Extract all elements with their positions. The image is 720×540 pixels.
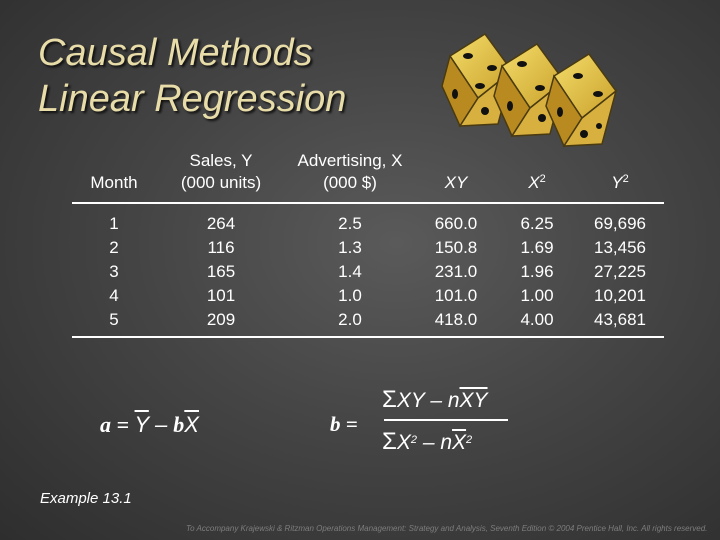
table-row: 1 264 2.5 660.0 6.25 69,696	[72, 203, 664, 236]
cell-month: 1	[109, 214, 119, 233]
cell-y-squared: 43,681	[594, 310, 646, 329]
cell-sales: 165	[206, 262, 236, 281]
slope-formula-numerator: ΣXY – nXY	[382, 386, 488, 413]
header-advertising: Advertising, X (000 $)	[297, 151, 403, 192]
cell-x-squared: 1.96	[520, 262, 554, 281]
header-y-squared: Y2	[611, 173, 629, 192]
cell-xy: 231.0	[434, 262, 478, 281]
cell-month: 3	[109, 262, 119, 281]
cell-sales: 209	[206, 310, 236, 329]
title-line-1: Causal Methods	[38, 32, 313, 74]
cell-xy: 150.8	[434, 238, 478, 257]
cell-month: 5	[109, 310, 119, 329]
table-row: 3 165 1.4 231.0 1.96 27,225	[72, 260, 664, 284]
table-header-row: Month Sales, Y (000 units) Advertising, X…	[72, 150, 664, 203]
cell-month: 2	[109, 238, 119, 257]
cell-x-squared: 1.00	[520, 286, 554, 305]
cell-y-squared: 27,225	[594, 262, 646, 281]
cell-sales: 101	[206, 286, 236, 305]
example-label: Example 13.1	[40, 490, 132, 507]
header-xy: XY	[444, 173, 468, 192]
title-line-2: Linear Regression	[38, 78, 347, 120]
cell-x-squared: 6.25	[520, 214, 554, 233]
table-row: 2 116 1.3 150.8 1.69 13,456	[72, 236, 664, 260]
cell-advertising: 1.3	[338, 238, 362, 257]
table-row: 4 101 1.0 101.0 1.00 10,201	[72, 284, 664, 308]
cell-month: 4	[109, 286, 119, 305]
cell-x-squared: 4.00	[520, 310, 554, 329]
header-x-squared: X2	[528, 173, 546, 192]
slope-formula-denominator: ΣX2 – nX2	[382, 428, 473, 455]
cell-sales: 264	[206, 214, 236, 233]
slope-formula: b = ΣXY – nXY ΣX2 – nX2	[330, 384, 530, 464]
table-row: 5 209 2.0 418.0 4.00 43,681	[72, 308, 664, 337]
dice-icon	[441, 32, 618, 148]
intercept-formula: a = Y – bX	[100, 412, 199, 437]
cell-advertising: 1.0	[338, 286, 362, 305]
cell-y-squared: 69,696	[594, 214, 646, 233]
header-sales: Sales, Y (000 units)	[180, 151, 262, 192]
cell-advertising: 2.0	[338, 310, 362, 329]
header-month: Month	[90, 173, 138, 192]
slide-title: Causal Methods Linear Regression	[38, 30, 346, 122]
cell-advertising: 2.5	[338, 214, 362, 233]
regression-data-table: Month Sales, Y (000 units) Advertising, X…	[72, 150, 664, 338]
cell-advertising: 1.4	[338, 262, 362, 281]
cell-xy: 418.0	[434, 310, 478, 329]
cell-y-squared: 13,456	[594, 238, 646, 257]
cell-xy: 101.0	[434, 286, 478, 305]
cell-sales: 116	[207, 238, 235, 257]
cell-y-squared: 10,201	[594, 286, 646, 305]
fraction-rule	[384, 419, 508, 421]
slope-formula-lhs: b =	[330, 412, 358, 436]
cell-xy: 660.0	[434, 214, 478, 233]
copyright-footer: To Accompany Krajewski & Ritzman Operati…	[186, 524, 708, 533]
cell-x-squared: 1.69	[520, 238, 554, 257]
